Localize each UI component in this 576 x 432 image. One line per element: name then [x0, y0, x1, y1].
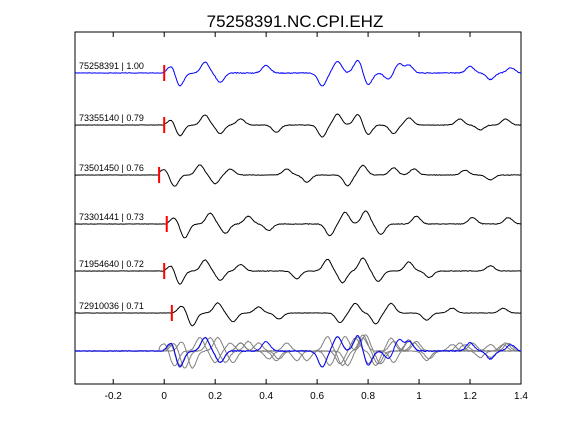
x-tick-label: 1.4: [514, 391, 528, 402]
x-tick-label: 0.2: [208, 391, 222, 402]
trace-label-72910036: 72910036 | 0.71: [79, 301, 144, 311]
trace-label-75258391: 75258391 | 1.00: [79, 61, 144, 71]
overlay-stack: [74, 334, 522, 369]
overlay-line-72910036: [74, 336, 522, 369]
trace-line-75258391: [74, 59, 522, 87]
trace-line-73501450: [74, 164, 522, 187]
chart-title: 75258391.NC.CPI.EHZ: [207, 12, 384, 31]
trace-line-73355140: [74, 113, 522, 138]
x-tick-label: 0.8: [361, 391, 375, 402]
trace-line-72910036: [74, 302, 522, 327]
trace-label-73301441: 73301441 | 0.73: [79, 212, 144, 222]
traces-layer: 75258391 | 1.00 73355140 | 0.79 73501450 |…: [74, 59, 522, 327]
x-tick-label: 0: [161, 391, 167, 402]
x-tick-label: 0.4: [259, 391, 273, 402]
x-axis: -0.2 0 0.2 0.4 0.6 0.8 1 1.2 1.4: [105, 32, 528, 402]
x-tick-label: 0.6: [310, 391, 324, 402]
x-tick-label: 1.2: [463, 391, 477, 402]
plot-frame: [74, 31, 522, 385]
trace-label-73501450: 73501450 | 0.76: [79, 163, 144, 173]
trace-label-73355140: 73355140 | 0.79: [79, 113, 144, 123]
x-tick-label: -0.2: [105, 391, 123, 402]
x-tick-label: 1: [416, 391, 422, 402]
trace-line-73301441: [74, 210, 522, 239]
overlay-line-75258391: [74, 334, 522, 368]
trace-label-71954640: 71954640 | 0.72: [79, 259, 144, 269]
trace-line-71954640: [74, 257, 522, 285]
